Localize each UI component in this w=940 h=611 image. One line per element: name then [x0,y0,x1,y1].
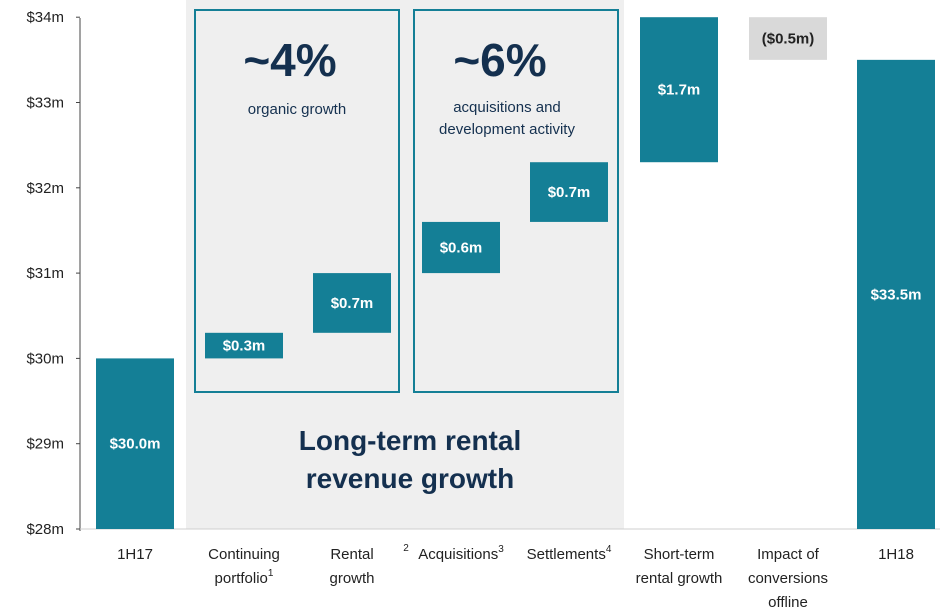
acquisitions-percent: ~6% [453,34,546,86]
y-tick-label: $29m [26,436,64,453]
category-label: Acquisitions3 [418,544,504,563]
bar [205,332,283,359]
bar-value-label: $0.7m [548,184,591,201]
category-footnote-marker: 2 [403,543,409,554]
bar-value-label: $30.0m [110,436,161,453]
category-label: 1H17 [117,546,153,563]
category-labels: 1H17 Continuing portfolio1 Rental growth Acqu… [117,543,914,611]
bar [640,17,718,163]
category-label: conversions [748,570,828,587]
y-tick-label: $32m [26,180,64,197]
category-label: Rental [330,546,373,563]
bar-value-label: $33.5m [871,286,922,303]
headline-text: revenue growth [306,463,514,494]
long-term-growth-shading [186,0,624,529]
bar-value-label: $0.7m [331,295,374,312]
y-tick-label: $31m [26,265,64,282]
bar [857,59,935,529]
bar [96,358,174,529]
bar [530,162,608,222]
category-label: 1H18 [878,546,914,563]
organic-growth-box [194,9,400,393]
bar-value-label: $1.7m [658,82,701,99]
shade-panel [186,0,624,529]
annotations: ~4% organic growth ~6% acquisitions and deve… [243,34,575,494]
headline-text: Long-term rental [299,425,521,456]
category-label: portfolio1 [215,568,274,587]
y-tick-labels: $28m $29m $30m $31m $32m $33m $34m [26,9,80,538]
category-label: growth [329,570,374,587]
y-tick-label: $30m [26,350,64,367]
category-label: Short-term [644,546,715,563]
organic-growth-description: organic growth [248,101,346,118]
acquisitions-description: acquisitions and [453,99,561,116]
category-label: Continuing [208,546,280,563]
category-label: rental growth [636,570,723,587]
acquisitions-description: development activity [439,121,575,138]
bar-value-label: $0.3m [223,338,266,355]
y-tick-label: $34m [26,9,64,26]
bar [313,273,391,333]
category-label: Settlements4 [527,544,612,563]
bar-value-label: $0.6m [440,240,483,257]
bar-value-label: ($0.5m) [762,31,815,48]
bar-value-labels: $30.0m $0.3m $0.7m $0.6m $0.7m $1.7m ($0.5m) $3… [110,31,922,453]
category-label: offline [768,594,808,611]
y-tick-label: $28m [26,521,64,538]
bars [96,17,935,529]
acquisitions-box [413,9,619,393]
bar [422,221,500,274]
category-label: Impact of [757,546,820,563]
organic-growth-percent: ~4% [243,34,336,86]
bar [749,17,827,60]
y-axis [79,18,940,531]
y-tick-label: $33m [26,95,64,112]
growth-group-boxes [194,9,619,393]
